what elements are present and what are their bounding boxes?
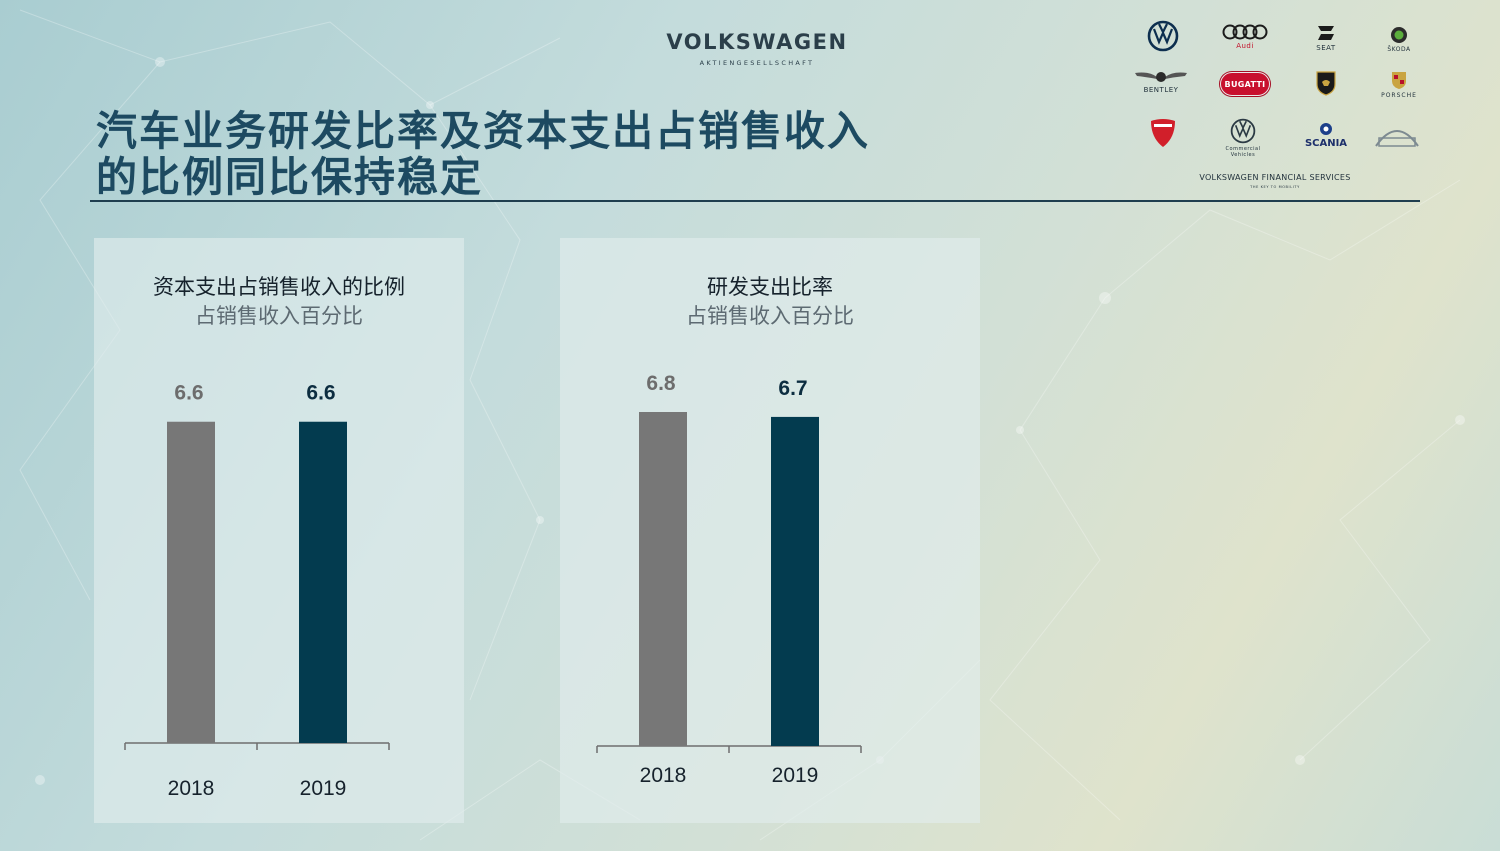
rnd-chart-panel: 研发支出比率 占销售收入百分比 6.8 2018 6.7 2019: [560, 238, 980, 823]
data-label-2018: 6.8: [646, 372, 676, 395]
capex-chart-panel: 资本支出占销售收入的比例 占销售收入百分比 6.6 2018 6.6 2019: [94, 238, 464, 823]
vw-commercial-caption: Commercial Vehicles: [1225, 146, 1261, 158]
financial-services-tagline: THE KEY TO MOBILITY: [1250, 185, 1300, 189]
lamborghini-bull-icon: [1316, 71, 1336, 96]
man-lion-icon: [1375, 130, 1419, 147]
volkswagen-icon: [1147, 20, 1179, 52]
slide-title-line-2: 的比例同比保持稳定: [96, 153, 483, 201]
bar-2019: [299, 421, 347, 743]
seat-logo: SEAT: [1291, 24, 1361, 52]
bar-2018: [639, 412, 687, 746]
porsche-crest-icon: [1392, 72, 1406, 89]
volkswagen-logo: [1128, 20, 1198, 52]
financial-services-name: VOLKSWAGEN FINANCIAL SERVICES: [1199, 173, 1351, 182]
scania-logo: SCANIA: [1291, 122, 1361, 149]
vw-commercial-logo: Commercial Vehicles: [1208, 118, 1278, 158]
capex-bar-chart: 6.6 2018 6.6 2019: [124, 382, 390, 800]
audi-caption: Audi: [1236, 42, 1254, 50]
slide-title: 汽车业务研发比率及资本支出占销售收入 的比例同比保持稳定: [96, 108, 996, 200]
title-divider: [90, 200, 1420, 202]
seat-s-icon: [1318, 26, 1334, 40]
x-tick-label-2019: 2019: [300, 777, 347, 800]
x-tick-label-2018: 2018: [168, 777, 215, 800]
scania-caption: SCANIA: [1304, 138, 1348, 149]
data-label-2018: 6.6: [174, 382, 203, 405]
bentley-caption: BENTLEY: [1143, 86, 1179, 94]
man-logo: [1362, 122, 1432, 148]
chart-subtitle: 占销售收入百分比: [686, 304, 854, 328]
bar-2018: [167, 421, 215, 743]
lamborghini-logo: [1291, 70, 1361, 96]
vw-commercial-icon: [1230, 118, 1256, 144]
chart-title: 资本支出占销售收入的比例: [153, 275, 405, 299]
brand-logos: Audi SEAT ŠKODA BENTLEY BUGATTI: [1128, 18, 1428, 193]
x-tick-label-2018: 2018: [640, 764, 687, 787]
ducati-shield-icon: [1151, 119, 1175, 147]
bugatti-logo: BUGATTI: [1210, 72, 1280, 96]
skoda-caption: ŠKODA: [1387, 46, 1411, 53]
porsche-caption: PORSCHE: [1381, 92, 1417, 99]
rnd-bar-chart: 6.8 2018 6.7 2019: [596, 372, 862, 787]
chart-subtitle: 占销售收入百分比: [195, 304, 363, 328]
seat-caption: SEAT: [1316, 44, 1336, 52]
bugatti-badge-icon: BUGATTI: [1220, 72, 1270, 96]
porsche-logo: PORSCHE: [1364, 70, 1434, 99]
x-tick-label-2019: 2019: [772, 764, 819, 787]
skoda-arrow-icon: [1391, 27, 1407, 43]
skoda-logo: ŠKODA: [1364, 26, 1434, 53]
bugatti-caption: BUGATTI: [1224, 79, 1266, 89]
brand-name: VOLKSWAGEN: [666, 30, 848, 54]
vw-ag-brand: VOLKSWAGEN AKTIENGESELLSCHAFT: [600, 30, 914, 67]
data-label-2019: 6.6: [306, 382, 335, 405]
bentley-wings-icon: [1135, 72, 1187, 82]
audi-rings-icon: [1222, 24, 1268, 40]
bentley-logo: BENTLEY: [1126, 70, 1196, 94]
ducati-logo: [1128, 118, 1198, 148]
bar-2019: [771, 416, 819, 746]
slide-title-line-1: 汽车业务研发比率及资本支出占销售收入: [96, 107, 870, 155]
scania-griffin-icon: [1320, 123, 1332, 135]
data-label-2019: 6.7: [778, 377, 807, 400]
audi-logo: Audi: [1210, 24, 1280, 50]
financial-services-logo: VOLKSWAGEN FINANCIAL SERVICES THE KEY TO…: [1180, 173, 1370, 189]
brand-subtitle: AKTIENGESELLSCHAFT: [699, 59, 815, 67]
chart-title: 研发支出比率: [707, 275, 833, 299]
